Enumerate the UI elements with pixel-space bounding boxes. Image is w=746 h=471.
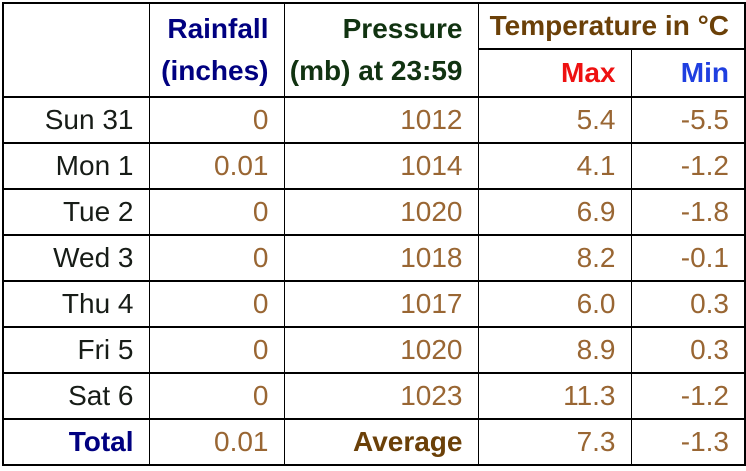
day-label: Fri 5 xyxy=(2,326,150,374)
pressure-value: 1012 xyxy=(283,96,479,144)
pressure-value: 1014 xyxy=(283,142,479,190)
rainfall-column-header: Rainfall (inches) xyxy=(148,2,285,98)
temp-max-value: 8.2 xyxy=(477,234,632,282)
temp-max-value: 5.4 xyxy=(477,96,632,144)
average-label: Average xyxy=(283,418,479,466)
pressure-value: 1020 xyxy=(283,188,479,236)
pressure-value: 1017 xyxy=(283,280,479,328)
table-row: Fri 5 0 1020 8.9 0.3 xyxy=(2,326,746,374)
rainfall-total-value: 0.01 xyxy=(148,418,285,466)
temp-max-average-value: 7.3 xyxy=(477,418,632,466)
table-row: Thu 4 0 1017 6.0 0.3 xyxy=(2,280,746,328)
temp-min-value: -1.2 xyxy=(630,372,746,420)
table-row: Mon 1 0.01 1014 4.1 -1.2 xyxy=(2,142,746,190)
pressure-header-line1: Pressure xyxy=(342,13,463,44)
pressure-value: 1023 xyxy=(283,372,479,420)
table-row: Sun 31 0 1012 5.4 -5.5 xyxy=(2,96,746,144)
pressure-column-header: Pressure (mb) at 23:59 xyxy=(283,2,479,98)
rainfall-value: 0 xyxy=(148,326,285,374)
rainfall-value: 0 xyxy=(148,280,285,328)
temp-max-header: Max xyxy=(477,48,632,98)
total-label: Total xyxy=(2,418,150,466)
temp-max-value: 11.3 xyxy=(477,372,632,420)
table-row: Tue 2 0 1020 6.9 -1.8 xyxy=(2,188,746,236)
temp-min-value: -0.1 xyxy=(630,234,746,282)
day-label: Wed 3 xyxy=(2,234,150,282)
temp-max-value: 8.9 xyxy=(477,326,632,374)
rainfall-value: 0 xyxy=(148,96,285,144)
temp-max-value: 4.1 xyxy=(477,142,632,190)
day-label: Mon 1 xyxy=(2,142,150,190)
rainfall-value: 0.01 xyxy=(148,142,285,190)
rainfall-value: 0 xyxy=(148,372,285,420)
temp-min-header: Min xyxy=(630,48,746,98)
day-label: Sat 6 xyxy=(2,372,150,420)
pressure-value: 1020 xyxy=(283,326,479,374)
table-row: Wed 3 0 1018 8.2 -0.1 xyxy=(2,234,746,282)
summary-row: Total 0.01 Average 7.3 -1.3 xyxy=(2,418,746,466)
rainfall-header-line2: (inches) xyxy=(161,55,269,86)
corner-cell xyxy=(2,2,150,98)
temp-min-value: 0.3 xyxy=(630,280,746,328)
day-label: Thu 4 xyxy=(2,280,150,328)
temp-min-value: 0.3 xyxy=(630,326,746,374)
temp-max-value: 6.0 xyxy=(477,280,632,328)
temp-min-average-value: -1.3 xyxy=(630,418,746,466)
day-label: Sun 31 xyxy=(2,96,150,144)
temp-max-value: 6.9 xyxy=(477,188,632,236)
temp-min-value: -5.5 xyxy=(630,96,746,144)
temp-min-value: -1.2 xyxy=(630,142,746,190)
rainfall-header-line1: Rainfall xyxy=(167,13,269,44)
pressure-value: 1018 xyxy=(283,234,479,282)
pressure-header-line2: (mb) at 23:59 xyxy=(289,55,463,86)
rainfall-value: 0 xyxy=(148,188,285,236)
temp-min-value: -1.8 xyxy=(630,188,746,236)
temperature-group-header: Temperature in °C xyxy=(477,2,746,50)
day-label: Tue 2 xyxy=(2,188,150,236)
rainfall-value: 0 xyxy=(148,234,285,282)
table-row: Sat 6 0 1023 11.3 -1.2 xyxy=(2,372,746,420)
